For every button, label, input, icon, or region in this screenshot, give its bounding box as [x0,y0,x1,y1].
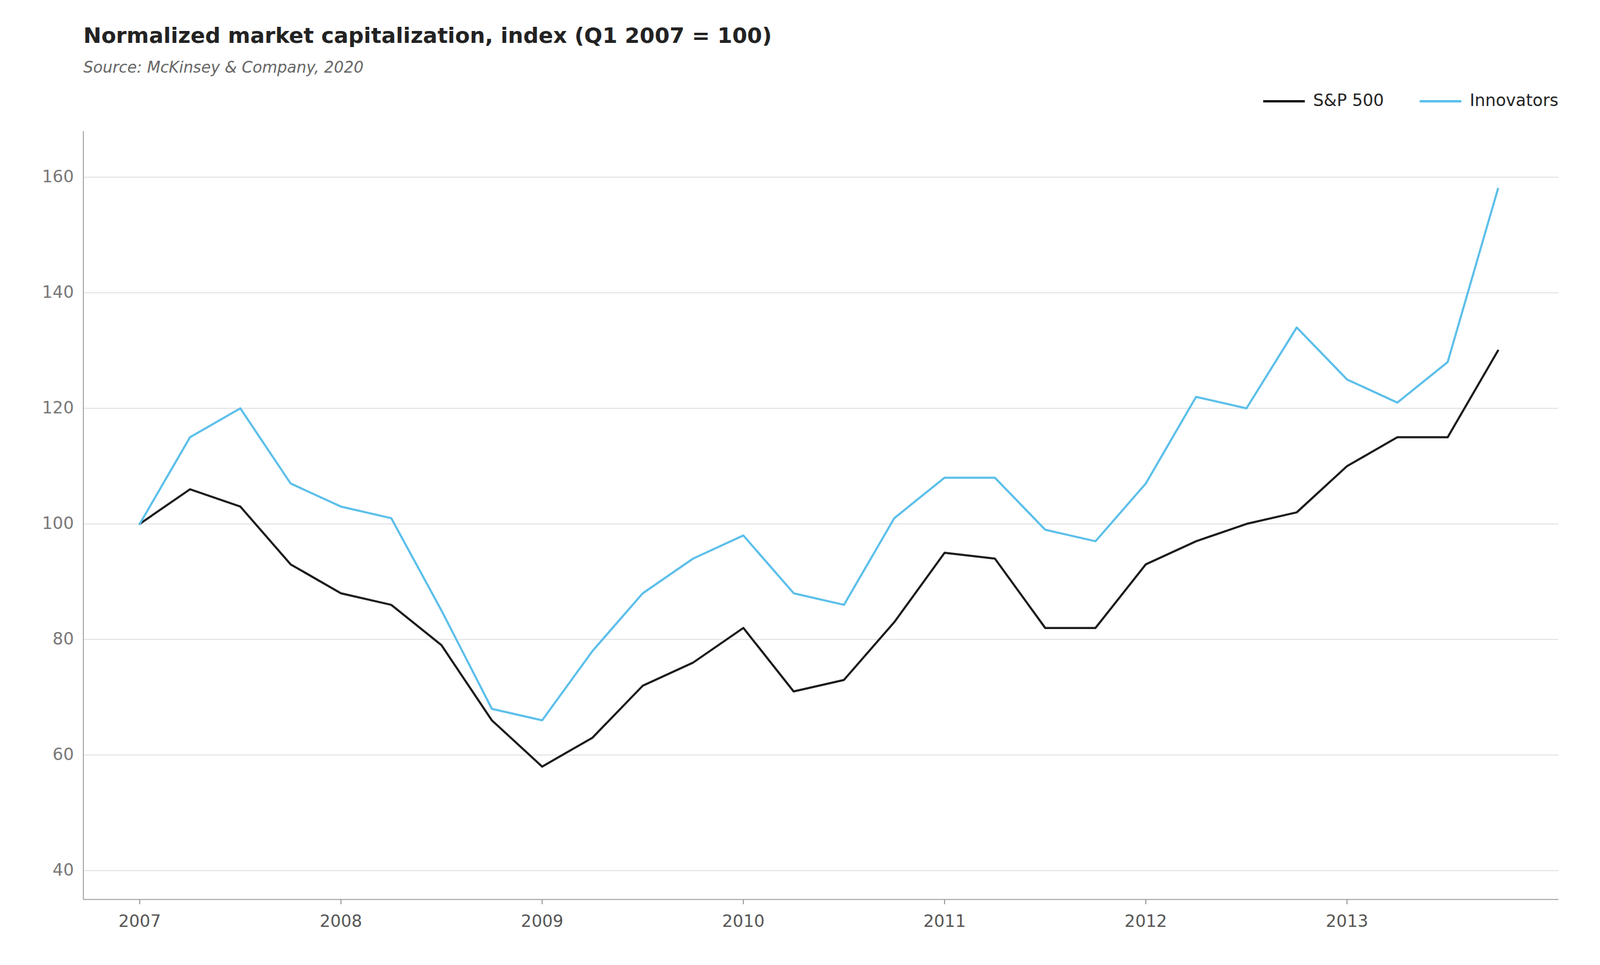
line [139,350,1499,767]
subtitle: Source: McKinsey & Company, 2020 [83,58,364,77]
grid-line [83,754,1559,756]
tick-label: 120 [42,397,74,418]
page: {"chart_data": {"type": "line", "title":… [0,0,1600,965]
tick-label: 2009 [521,911,564,931]
chart: Normalized market capitalization, index … [0,0,1600,965]
legend-swatch [1419,100,1462,103]
tick-mark [743,899,745,904]
x-axis: 2007 2008 2009 2010 2011 2012 2013 [83,899,1559,931]
tick-label: 2010 [722,911,765,931]
legend-swatch [1262,100,1305,103]
tick-mark [139,899,141,904]
y-axis-line [82,131,84,900]
grid-line [83,523,1559,525]
y-axis: 40 60 80 100 120 140 160 [42,131,1559,900]
tick-mark [1145,899,1147,904]
legend-label: Innovators [1469,90,1559,111]
grid-line [83,176,1559,179]
line [139,188,1499,720]
tick-label: 80 [52,628,74,649]
tick-label: 160 [42,166,74,187]
grid-line [83,292,1559,294]
tick-label: 2008 [319,911,363,931]
tick-label: 140 [42,282,74,302]
grid-line [83,638,1559,641]
tick-label: 2011 [923,911,966,931]
tick-label: 2012 [1124,911,1168,931]
tick-label: 60 [52,744,74,764]
tick-mark [340,899,342,904]
grid-line [83,407,1559,410]
tick-label: 100 [42,513,74,533]
tick-label: 40 [52,859,74,880]
tick-mark [1346,899,1348,904]
tick-label: 2007 [118,911,161,931]
legend: S&P 500 Innovators [1262,90,1559,111]
title: Normalized market capitalization, index … [83,23,772,48]
tick-mark [541,899,544,904]
grid-line [83,869,1559,872]
plot-area [139,188,1499,767]
tick-label: 2013 [1326,911,1369,931]
tick-mark [944,899,946,904]
legend-label: S&P 500 [1312,90,1384,111]
x-axis-line [83,898,1559,900]
